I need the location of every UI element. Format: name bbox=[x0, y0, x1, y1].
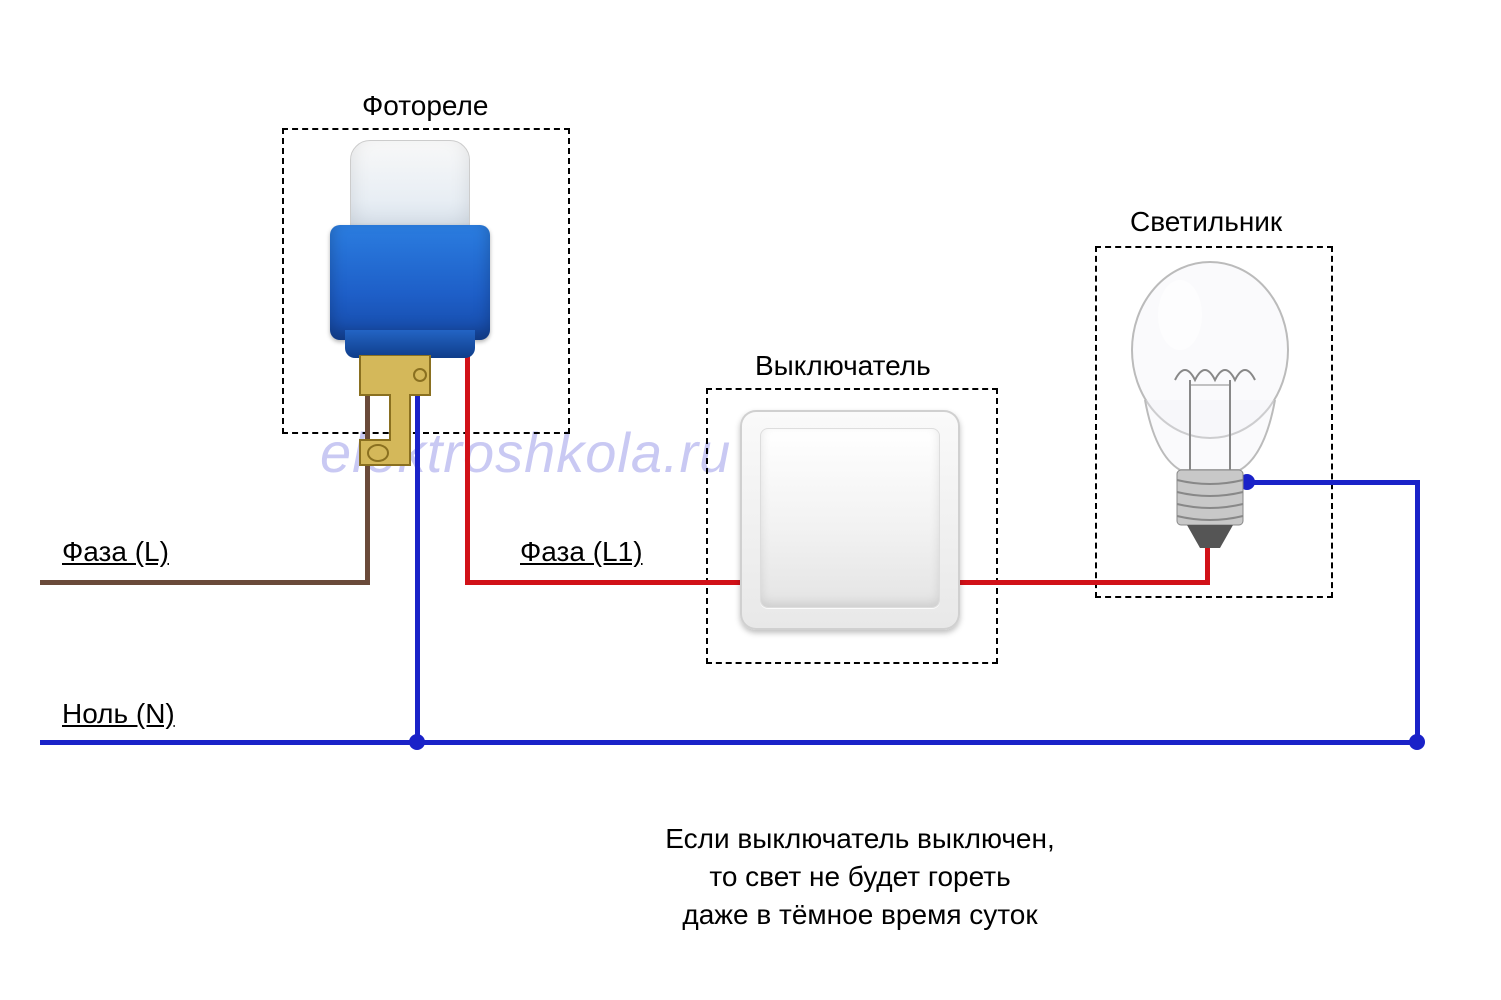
photorelay-bracket bbox=[350, 355, 440, 475]
caption-line-1: Если выключатель выключен, bbox=[560, 820, 1160, 858]
light-bulb-device bbox=[1125, 260, 1295, 560]
connection-node-3 bbox=[409, 734, 425, 750]
phase-l-label: Фаза (L) bbox=[62, 536, 169, 568]
switch-key bbox=[760, 428, 940, 608]
connection-node-4 bbox=[1409, 734, 1425, 750]
photorelay-label: Фотореле bbox=[362, 90, 488, 122]
switch-label: Выключатель bbox=[755, 350, 931, 382]
photorelay-base bbox=[345, 330, 475, 358]
wire-neutral-lamp-v bbox=[1415, 480, 1420, 745]
wire-neutral-main-h bbox=[40, 740, 1420, 745]
caption-text: Если выключатель выключен, то свет не бу… bbox=[560, 820, 1160, 933]
diagram-canvas: elektroshkola.ru Фотореле Выключатель Св… bbox=[0, 0, 1501, 1000]
phase-l1-label: Фаза (L1) bbox=[520, 536, 643, 568]
bulb-svg bbox=[1125, 260, 1295, 560]
photorelay-body bbox=[330, 225, 490, 340]
photorelay-device bbox=[320, 140, 500, 420]
light-switch-device bbox=[740, 410, 960, 630]
wire-phase-l-in-h bbox=[40, 580, 370, 585]
lamp-label: Светильник bbox=[1130, 206, 1282, 238]
caption-line-3: даже в тёмное время суток bbox=[560, 896, 1160, 934]
neutral-label: Ноль (N) bbox=[62, 698, 175, 730]
caption-line-2: то свет не будет гореть bbox=[560, 858, 1160, 896]
